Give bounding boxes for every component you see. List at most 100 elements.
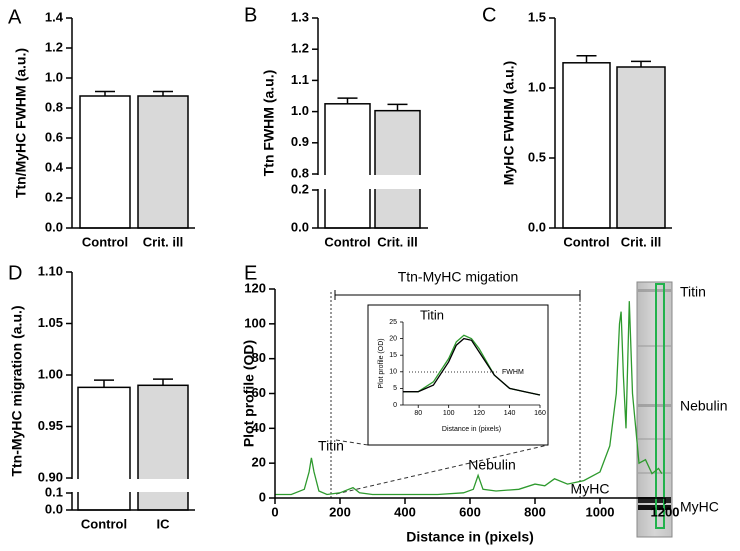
- y-tick-label: 80: [252, 350, 266, 365]
- lane-box: [655, 283, 665, 529]
- gel-band: [638, 289, 671, 292]
- y-tick-label: 0.6: [45, 129, 63, 144]
- x-tick-label: Crit. ill: [621, 234, 661, 249]
- annotation: MyHC: [571, 481, 610, 497]
- y-tick-label: 1.3: [291, 9, 309, 24]
- x-tick-label: Control: [82, 234, 128, 249]
- y-tick-label: 0.1: [45, 484, 63, 499]
- x-tick-label: 80: [414, 410, 422, 417]
- bar: [79, 95, 131, 229]
- y-axis-label: Plot profile (OD): [378, 338, 385, 388]
- axis-break: [64, 479, 197, 492]
- y-tick-label: 20: [252, 455, 266, 470]
- y-tick-label: 60: [252, 385, 266, 400]
- x-axis-label: Distance in (pixels): [442, 426, 501, 433]
- y-axis-label: Ttn/MyHC FWHM (a.u.): [13, 48, 29, 198]
- annotation: Titin: [318, 438, 344, 454]
- annotation: Ttn-MyHC migation: [398, 269, 519, 285]
- y-tick-label: 0.0: [291, 219, 309, 234]
- panel-label: A: [8, 6, 22, 28]
- y-tick-label: 1.2: [45, 39, 63, 54]
- y-tick-label: 1.0: [45, 69, 63, 84]
- y-axis-label: Ttn-MyHC migration (a.u.): [9, 305, 25, 476]
- zoom-line: [335, 444, 549, 495]
- y-tick-label: 1.00: [38, 366, 63, 381]
- gel-band: [638, 497, 671, 503]
- panel-label: E: [244, 262, 257, 284]
- x-tick-label: 400: [394, 504, 416, 519]
- y-tick-label: 0.5: [528, 149, 546, 164]
- x-tick-label: Control: [324, 234, 370, 249]
- x-tick-label: 100: [443, 410, 455, 417]
- y-tick-label: 1.1: [291, 72, 309, 87]
- y-tick-label: 0.8: [291, 165, 309, 180]
- annotation: FWHM: [502, 369, 524, 376]
- y-tick-label: 0.4: [45, 159, 64, 174]
- panel-label: D: [8, 262, 22, 284]
- y-axis-label: Ttn FWHM (a.u.): [261, 70, 277, 177]
- bar: [562, 62, 611, 229]
- y-tick-label: 1.0: [528, 79, 546, 94]
- gel-band: [638, 438, 671, 440]
- y-tick-label: 25: [389, 319, 397, 326]
- bar: [374, 109, 421, 229]
- annotation: Nebulin: [468, 457, 515, 473]
- y-tick-label: 40: [252, 420, 266, 435]
- y-tick-label: 0.2: [45, 189, 63, 204]
- bracket: [334, 290, 581, 300]
- gel-label: Titin: [680, 284, 706, 300]
- gel-label: MyHC: [680, 499, 719, 515]
- x-tick-label: Control: [563, 234, 609, 249]
- y-tick-label: 10: [389, 369, 397, 376]
- x-axis-label: Distance in (pixels): [406, 529, 534, 545]
- x-tick-label: Crit. ill: [377, 234, 417, 249]
- x-tick-label: 120: [473, 410, 485, 417]
- y-axis-label: MyHC FWHM (a.u.): [501, 61, 517, 185]
- y-tick-label: 1.0: [291, 103, 309, 118]
- x-tick-label: 200: [329, 504, 351, 519]
- x-tick-label: 1000: [586, 504, 615, 519]
- y-tick-label: 20: [389, 335, 397, 342]
- gel-band: [638, 404, 671, 407]
- zoom-line: [335, 439, 369, 446]
- y-tick-label: 0.0: [45, 501, 63, 516]
- panel-label: C: [482, 4, 496, 26]
- y-tick-label: 15: [389, 352, 397, 359]
- gel-image: [636, 281, 673, 538]
- y-tick-label: 0: [259, 489, 266, 504]
- x-tick-label: 1200: [651, 504, 680, 519]
- gel-band: [638, 472, 671, 474]
- panel-label: B: [244, 4, 257, 26]
- gel-label: Nebulin: [680, 398, 727, 414]
- data-line: [275, 301, 663, 496]
- x-tick-label: 140: [504, 410, 516, 417]
- y-axis-label: Plot profile (OD): [241, 340, 257, 447]
- x-tick-label: 0: [271, 504, 278, 519]
- inset-frame: [367, 304, 549, 446]
- y-tick-label: 1.5: [528, 9, 546, 24]
- data-line: [403, 337, 541, 396]
- y-tick-label: 100: [244, 315, 266, 330]
- x-tick-label: 600: [459, 504, 481, 519]
- x-tick-label: 800: [524, 504, 546, 519]
- bar: [616, 66, 666, 229]
- y-tick-label: 0.0: [45, 219, 63, 234]
- y-tick-label: 1.2: [291, 41, 309, 56]
- y-tick-label: 1.05: [38, 315, 63, 330]
- x-tick-label: Crit. ill: [143, 234, 183, 249]
- bar: [137, 95, 189, 229]
- y-tick-label: 120: [244, 280, 266, 295]
- axis-break: [310, 175, 430, 189]
- y-tick-label: 0.9: [291, 134, 309, 149]
- y-tick-label: 0.8: [45, 99, 63, 114]
- y-tick-label: 5: [393, 385, 397, 392]
- x-tick-label: 160: [534, 410, 546, 417]
- x-tick-label: Control: [81, 516, 127, 531]
- gel-band: [638, 345, 671, 347]
- x-tick-label: IC: [157, 516, 171, 531]
- gel-band: [638, 505, 671, 510]
- y-tick-label: 0.2: [291, 181, 309, 196]
- inset-title: Titin: [420, 307, 444, 322]
- y-tick-label: 1.10: [38, 263, 63, 278]
